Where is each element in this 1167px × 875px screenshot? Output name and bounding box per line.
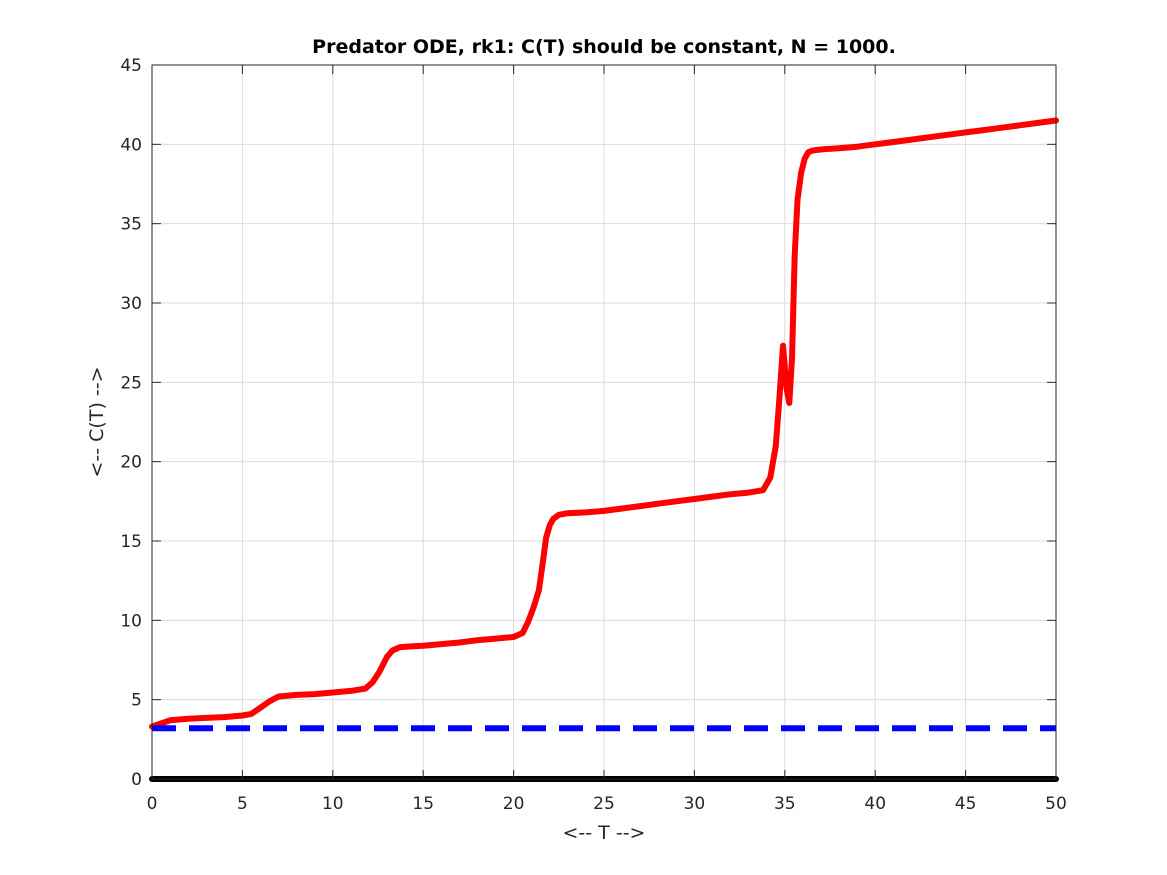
x-tick-label: 45 <box>955 794 977 814</box>
y-tick-label: 25 <box>120 373 142 393</box>
x-tick-label: 40 <box>864 794 886 814</box>
x-tick-label: 15 <box>412 794 434 814</box>
grid <box>152 65 1056 779</box>
x-tick-label: 0 <box>147 794 158 814</box>
y-axis-label: <-- C(T) --> <box>86 366 108 477</box>
x-tick-label: 30 <box>684 794 706 814</box>
x-tick-label: 25 <box>593 794 615 814</box>
ticks: 0 5 10 15 20 25 30 35 40 45 50 0 5 10 15 20 25 30 35 40 45 <box>120 56 1066 814</box>
x-tick-label: 50 <box>1045 794 1067 814</box>
y-tick-label: 15 <box>120 532 142 552</box>
x-axis-label: <-- T --> <box>563 822 646 844</box>
x-tick-label: 35 <box>774 794 796 814</box>
y-tick-label: 30 <box>120 294 142 314</box>
chart-title: Predator ODE, rk1: C(T) should be consta… <box>312 36 896 58</box>
x-tick-label: 10 <box>322 794 344 814</box>
x-tick-label: 5 <box>237 794 248 814</box>
y-tick-label: 0 <box>131 770 142 790</box>
y-tick-label: 35 <box>120 215 142 235</box>
c-curve-line <box>149 117 1059 730</box>
y-tick-label: 10 <box>120 611 142 631</box>
y-tick-label: 5 <box>131 691 142 711</box>
y-tick-label: 40 <box>120 135 142 155</box>
y-tick-label: 20 <box>120 453 142 473</box>
x-tick-label: 20 <box>503 794 525 814</box>
y-tick-label: 45 <box>120 56 142 76</box>
